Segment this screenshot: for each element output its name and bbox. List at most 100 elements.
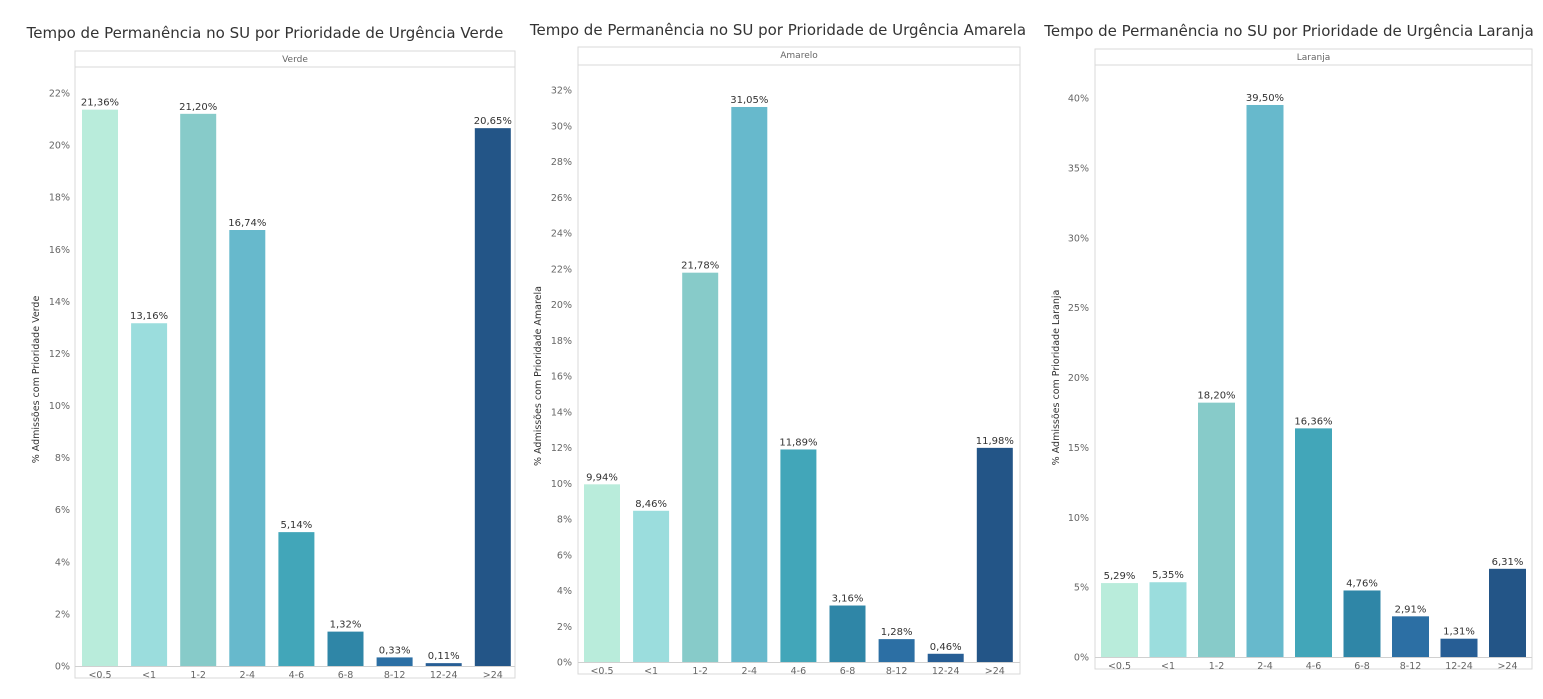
y-tick-label: 15%: [1068, 443, 1089, 454]
panel-frame: [74, 50, 516, 679]
data-label: 13,16%: [130, 311, 168, 322]
y-tick-label: 40%: [1068, 94, 1089, 105]
data-label: 8,46%: [635, 499, 667, 510]
data-label: 20,65%: [474, 116, 512, 127]
panel-header-label: Laranja: [1297, 53, 1330, 63]
bar-2-4: [731, 106, 768, 662]
y-tick-label: 12%: [551, 443, 572, 454]
panel-frame: [577, 46, 1021, 675]
x-tick-label: 1-2: [692, 666, 708, 677]
data-label: 31,05%: [730, 95, 768, 106]
x-tick-label: >24: [985, 666, 1005, 677]
y-tick-label: 18%: [49, 193, 70, 204]
bar-1-2: [682, 272, 719, 662]
y-tick-label: 14%: [551, 407, 572, 418]
y-tick-label: 16%: [551, 372, 572, 383]
bar->24: [1489, 568, 1526, 657]
data-label: 9,94%: [586, 472, 618, 483]
y-tick-label: 20%: [49, 141, 70, 152]
x-tick-label: 6-8: [840, 666, 856, 677]
chart-title: Tempo de Permanência no SU por Prioridad…: [26, 24, 504, 42]
y-tick-label: 8%: [55, 453, 70, 464]
x-tick-label: 12-24: [1445, 661, 1473, 672]
data-label: 4,76%: [1346, 578, 1378, 589]
y-tick-label: 20%: [1068, 373, 1089, 384]
bar-<1: [131, 323, 168, 666]
data-label: 11,89%: [779, 437, 817, 448]
x-tick-label: >24: [483, 670, 503, 681]
y-tick-label: 25%: [1068, 303, 1089, 314]
chart-panel-1: Tempo de Permanência no SU por Prioridad…: [26, 24, 516, 681]
chart-panel-3: Tempo de Permanência no SU por Prioridad…: [1043, 22, 1534, 672]
x-tick-label: <0.5: [590, 666, 613, 677]
y-tick-label: 14%: [49, 297, 70, 308]
y-axis-title: % Admissões com Prioridade Verde: [31, 296, 42, 464]
bar-6-8: [829, 605, 866, 662]
x-tick-label: 4-6: [1306, 661, 1322, 672]
data-label: 1,28%: [881, 627, 913, 638]
data-label: 1,32%: [330, 620, 362, 631]
bar-12-24: [1440, 638, 1478, 657]
data-label: 18,20%: [1197, 391, 1235, 402]
bar-<1: [633, 510, 670, 662]
data-label: 2,91%: [1395, 604, 1427, 615]
chart-panel-2: Tempo de Permanência no SU por Prioridad…: [529, 21, 1026, 677]
bar-1-2: [1198, 402, 1235, 657]
bar-8-12: [1392, 616, 1429, 657]
y-tick-label: 30%: [551, 121, 572, 132]
y-tick-label: 28%: [551, 157, 572, 168]
chart-title: Tempo de Permanência no SU por Prioridad…: [529, 21, 1026, 39]
data-label: 21,36%: [81, 98, 119, 109]
x-tick-label: 4-6: [289, 670, 305, 681]
data-label: 16,36%: [1294, 416, 1332, 427]
panel-frame: [1094, 48, 1533, 670]
y-tick-label: 0%: [55, 662, 70, 673]
data-label: 11,98%: [976, 436, 1014, 447]
x-tick-label: >24: [1497, 661, 1517, 672]
y-tick-label: 22%: [49, 89, 70, 100]
bar-<0.5: [82, 109, 118, 667]
bar-6-8: [1343, 590, 1381, 657]
y-tick-label: 32%: [551, 86, 572, 97]
y-tick-label: 8%: [557, 515, 572, 526]
data-label: 0,11%: [428, 651, 460, 662]
data-label: 39,50%: [1246, 93, 1284, 104]
y-tick-label: 10%: [49, 401, 70, 412]
x-tick-label: 1-2: [190, 670, 206, 681]
bar->24: [474, 128, 511, 666]
x-tick-label: 6-8: [338, 670, 354, 681]
x-tick-label: 12-24: [430, 670, 458, 681]
bar-<1: [1149, 582, 1187, 657]
x-tick-label: 8-12: [1400, 661, 1422, 672]
data-label: 5,14%: [281, 520, 313, 531]
x-tick-label: <0.5: [88, 670, 111, 681]
panel-header-label: Verde: [282, 55, 308, 65]
data-label: 6,31%: [1492, 557, 1524, 568]
bar-8-12: [878, 639, 915, 662]
x-tick-label: 4-6: [791, 666, 807, 677]
x-tick-label: 8-12: [886, 666, 908, 677]
bar-2-4: [1246, 104, 1284, 658]
y-tick-label: 30%: [1068, 233, 1089, 244]
y-tick-label: 26%: [551, 193, 572, 204]
x-tick-label: 6-8: [1354, 661, 1370, 672]
y-tick-label: 6%: [55, 505, 70, 516]
bar-4-6: [1295, 428, 1332, 657]
y-tick-label: 6%: [557, 550, 572, 561]
y-axis-title: % Admissões com Prioridade Amarela: [533, 286, 544, 466]
data-label: 21,20%: [179, 102, 217, 113]
y-tick-label: 20%: [551, 300, 572, 311]
x-tick-label: <0.5: [1108, 661, 1131, 672]
bar-12-24: [425, 663, 462, 666]
bar-1-2: [180, 113, 217, 666]
data-label: 0,46%: [930, 642, 962, 653]
y-tick-label: 35%: [1068, 163, 1089, 174]
data-label: 21,78%: [681, 261, 719, 272]
x-tick-label: 2-4: [742, 666, 758, 677]
x-tick-label: <1: [644, 666, 658, 677]
x-tick-label: <1: [1161, 661, 1175, 672]
y-tick-label: 10%: [551, 479, 572, 490]
data-label: 0,33%: [379, 645, 411, 656]
y-axis-title: % Admissões com Prioridade Laranja: [1051, 290, 1062, 466]
